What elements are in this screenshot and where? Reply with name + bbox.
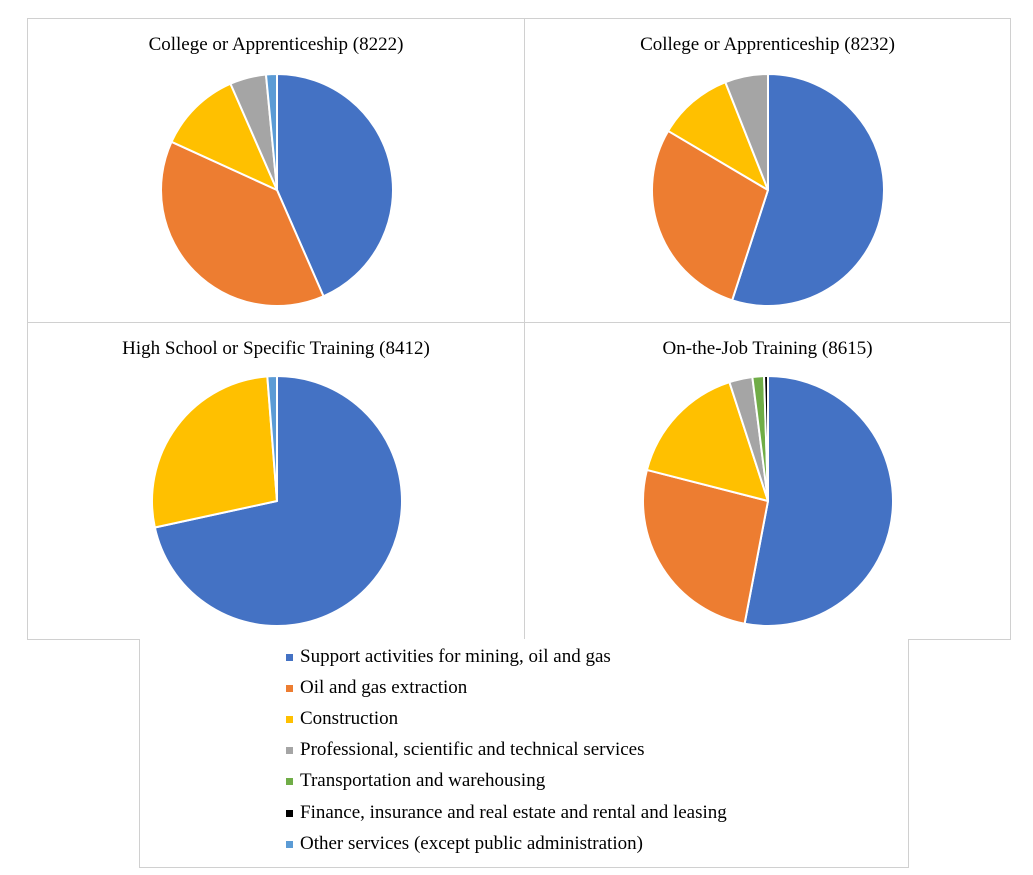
pie-slice-construction [645, 381, 769, 502]
legend-item-oil-gas-extraction: Oil and gas extraction [286, 677, 467, 699]
legend-label: Professional, scientific and technical s… [300, 739, 645, 760]
legend-swatch [286, 715, 293, 723]
legend-item-finance: Finance, insurance and real estate and r… [286, 802, 727, 824]
pie-slice-support-activities-for-mining-oil-and-gas [731, 73, 885, 307]
legend-swatch [286, 653, 293, 661]
chart-title-8232: College or Apprenticeship (8232) [640, 34, 895, 55]
pie-chart-8412 [151, 375, 403, 627]
legend-label: Other services (except public administra… [300, 833, 643, 854]
pie-slice-support-activities-for-mining-oil-and-gas [153, 375, 403, 627]
pie-slice-support-activities-for-mining-oil-and-gas [276, 73, 394, 298]
pie-slice-oil-and-gas-extraction [642, 468, 769, 625]
legend-label: Oil and gas extraction [300, 677, 468, 698]
pie-chart-8222 [160, 73, 394, 307]
pie-slice-construction [667, 81, 769, 191]
legend-item-transportation: Transportation and warehousing [286, 770, 545, 792]
legend-swatch [286, 684, 293, 692]
legend-swatch [286, 840, 293, 848]
legend-label: Finance, insurance and real estate and r… [300, 802, 727, 823]
chart-title-8615: On-the-Job Training (8615) [662, 338, 873, 359]
legend-swatch [286, 809, 293, 817]
legend-label: Support activities for mining, oil and g… [300, 646, 611, 667]
pie-panel-8222: College or Apprenticeship (8222) [27, 18, 525, 323]
pie-slice-support-activities-for-mining-oil-and-gas [743, 375, 894, 627]
pie-slice-other-services-except-public-administration [266, 375, 278, 502]
pie-chart-8615 [642, 375, 894, 627]
pie-slice-oil-and-gas-extraction [160, 140, 325, 307]
chart-legend: Support activities for mining, oil and g… [139, 639, 909, 868]
pie-slice-construction [151, 375, 278, 529]
chart-title-8222: College or Apprenticeship (8222) [148, 34, 404, 55]
legend-swatch [286, 746, 293, 754]
legend-item-construction: Construction [286, 708, 398, 730]
legend-label: Construction [300, 708, 399, 729]
chart-title-8412: High School or Specific Training (8412) [122, 338, 430, 359]
legend-item-professional-services: Professional, scientific and technical s… [286, 739, 645, 761]
pie-slice-construction [170, 82, 278, 191]
legend-swatch [286, 777, 293, 785]
legend-item-support-activities: Support activities for mining, oil and g… [286, 646, 611, 668]
pie-slice-other-services-except-public-administration [264, 73, 278, 191]
legend-label: Transportation and warehousing [300, 770, 546, 791]
pie-slice-finance-insurance-and-real-estate-and-rental-and-leasing [763, 375, 769, 502]
pie-panel-8232: College or Apprenticeship (8232) [524, 18, 1011, 323]
pie-panel-8615: On-the-Job Training (8615) [524, 322, 1011, 640]
pie-panel-8412: High School or Specific Training (8412) [27, 322, 525, 640]
legend-item-other-services: Other services (except public administra… [286, 833, 643, 855]
pie-slice-professional-scientific-and-technical-services [724, 73, 769, 191]
pie-chart-8232 [651, 73, 885, 307]
